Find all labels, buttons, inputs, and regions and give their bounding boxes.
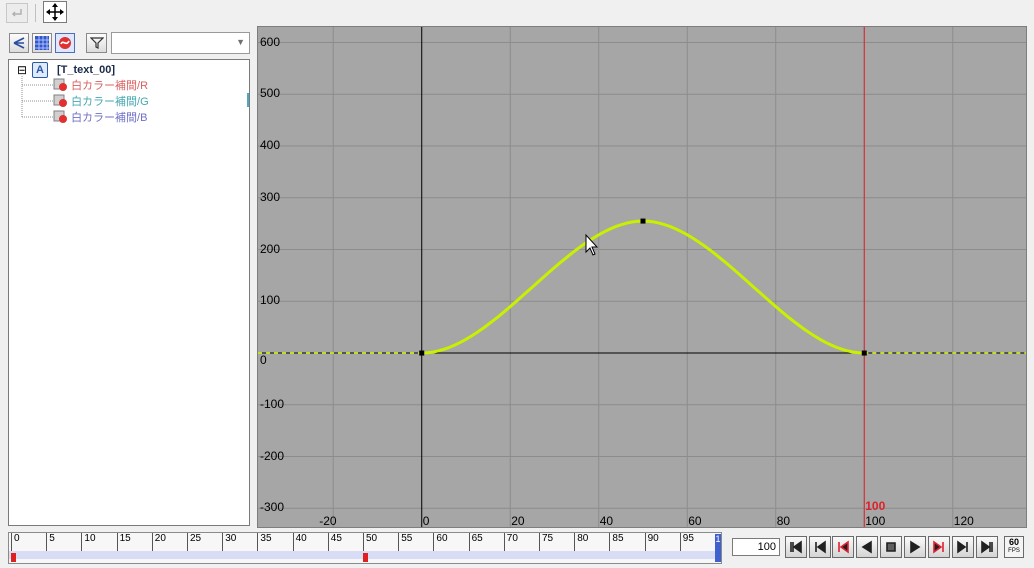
timeline-key-marker[interactable] <box>11 553 16 562</box>
prev-marker-button[interactable] <box>832 536 854 558</box>
last-frame-icon <box>981 540 993 554</box>
timeline-tick: 60 <box>433 533 448 551</box>
play-reverse-icon <box>861 540 872 554</box>
next-marker-button[interactable] <box>928 536 950 558</box>
color-curve-icon <box>53 110 67 123</box>
timeline-end-marker[interactable]: 1 <box>715 534 721 562</box>
x-tick-label: 20 <box>511 514 525 528</box>
current-frame-label: 100 <box>865 499 886 513</box>
prev-key-icon <box>815 540 826 554</box>
timeline-tick: 5 <box>46 533 55 551</box>
mouse-cursor-icon <box>585 233 599 256</box>
keyframe-point <box>419 350 425 356</box>
y-tick-label: 0 <box>260 353 267 368</box>
tree-item-g[interactable]: 白カラー補間/G <box>53 94 149 109</box>
curve-graph-canvas[interactable] <box>258 27 1027 528</box>
fps-value: 60 <box>1008 537 1019 547</box>
x-tick-label: 80 <box>776 514 791 528</box>
play-button[interactable] <box>904 536 926 558</box>
animation-curve <box>421 219 865 355</box>
x-tick-label: -20 <box>319 514 337 528</box>
timeline-key-marker[interactable] <box>363 553 368 562</box>
curve-icon[interactable] <box>55 33 75 53</box>
timeline-tick: 10 <box>81 533 96 551</box>
y-tick-label: 400 <box>260 138 281 153</box>
track-tree[interactable]: ⊟ A [T_text_00] 白カラー補間/R 白カラー補間/G 白カラー補間… <box>8 59 250 526</box>
tree-item-label: 白カラー補間/B <box>71 112 148 124</box>
timeline-tick: 40 <box>292 533 307 551</box>
y-tick-label: -300 <box>260 500 285 515</box>
timeline-tick: 70 <box>503 533 518 551</box>
grid-table-icon[interactable] <box>32 33 52 53</box>
x-tick-label: 100 <box>865 514 886 528</box>
y-tick-label: 100 <box>260 293 281 308</box>
timeline-tick: 55 <box>398 533 412 551</box>
x-tick-label: 40 <box>599 514 614 528</box>
first-frame-icon <box>790 540 802 554</box>
toolbar-separator <box>35 4 36 22</box>
stop-icon <box>886 542 896 552</box>
tree-item-r[interactable]: 白カラー補間/R <box>53 78 148 93</box>
play-reverse-button[interactable] <box>856 536 878 558</box>
timeline-tick: 75 <box>539 533 553 551</box>
y-tick-label: 200 <box>260 241 281 256</box>
filter-funnel-icon[interactable] <box>86 33 107 53</box>
tree-item-label: 白カラー補間/R <box>71 80 149 92</box>
prev-key-button[interactable] <box>809 536 831 558</box>
play-icon <box>910 540 921 554</box>
tree-root-label[interactable]: [T_text_00] <box>57 64 116 76</box>
curve-graph[interactable]: 600 500 400 300 200 100 0 -100 -200 -300 -20 0 20 40… <box>257 26 1027 528</box>
prev-marker-icon <box>838 540 849 554</box>
chevron-down-icon[interactable]: ▼ <box>236 37 245 47</box>
return-arrow-icon[interactable] <box>6 3 28 23</box>
timeline-tick: 15 <box>116 533 131 551</box>
first-frame-button[interactable] <box>785 536 807 558</box>
x-tick-label: 0 <box>422 514 430 528</box>
timeline-tick: 95 <box>679 533 694 551</box>
y-tick-label: 500 <box>260 86 281 101</box>
timeline-tick: 25 <box>187 533 201 551</box>
frame-input-value: 100 <box>757 541 776 553</box>
y-tick-label: -200 <box>260 448 285 463</box>
timeline-tick: 30 <box>222 533 236 551</box>
keyframe-point <box>640 218 646 224</box>
fps-unit: FPS <box>1008 548 1020 554</box>
keyframe-point <box>861 350 867 356</box>
x-tick-label: 120 <box>953 514 974 528</box>
last-frame-button[interactable] <box>976 536 998 558</box>
timeline-tick: 0 <box>11 533 20 551</box>
next-key-icon <box>957 540 968 554</box>
hierarchy-icon[interactable] <box>9 33 29 53</box>
timeline-tick: 85 <box>609 533 624 551</box>
color-curve-icon <box>53 78 67 91</box>
timeline-tick: 20 <box>151 533 166 551</box>
tree-item-b[interactable]: 白カラー補間/B <box>53 110 147 125</box>
filter-combobox[interactable]: ▼ <box>111 32 250 54</box>
timeline-tick: 50 <box>363 533 377 551</box>
next-marker-icon <box>933 540 944 554</box>
next-key-button[interactable] <box>952 536 974 558</box>
x-tick-label: 60 <box>688 514 702 528</box>
color-curve-icon <box>53 94 67 107</box>
timeline-tick: 90 <box>644 533 659 551</box>
y-tick-label: 600 <box>260 34 281 49</box>
y-tick-label: 300 <box>260 189 281 204</box>
y-tick-label: -100 <box>260 396 285 411</box>
frame-input[interactable]: 100 <box>732 538 780 556</box>
fps-button[interactable]: 60 FPS <box>1004 536 1024 558</box>
timeline-ruler[interactable]: 0 5 10 15 20 25 30 35 40 45 50 55 60 65 70 75 80 85 90 95 1 <box>8 532 722 564</box>
tree-connector-lines <box>21 76 54 118</box>
timeline-tick: 45 <box>327 533 342 551</box>
timeline-tick: 35 <box>257 533 272 551</box>
timeline-tick: 80 <box>574 533 588 551</box>
stop-button[interactable] <box>880 536 902 558</box>
move-cross-icon[interactable] <box>43 1 67 23</box>
splitter-handle[interactable] <box>247 93 249 107</box>
text-layer-icon: A <box>32 62 48 78</box>
tree-item-label: 白カラー補間/G <box>71 96 149 108</box>
timeline-tick: 65 <box>468 533 483 551</box>
tree-expand-toggle[interactable]: ⊟ <box>17 63 28 77</box>
